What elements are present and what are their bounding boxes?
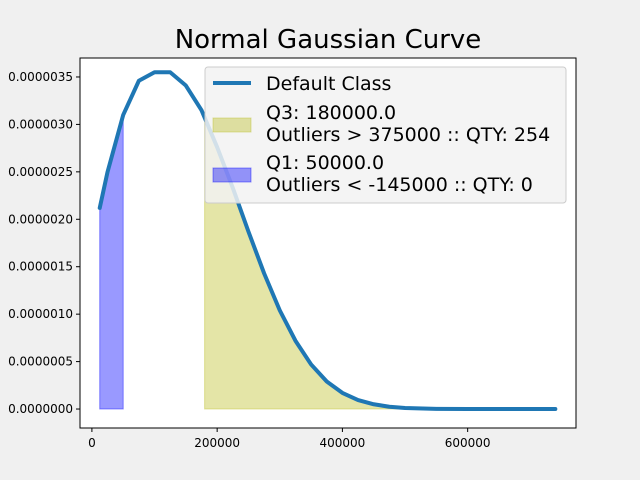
y-tick-label: 0.0000025 <box>8 165 73 179</box>
y-tick-label: 0.0000000 <box>8 402 73 416</box>
legend: Default Class Q3: 180000.0 Outliers > 3750… <box>204 66 567 204</box>
legend-label-1: Q3: 180000.0 Outliers > 375000 :: QTY: 25… <box>266 102 550 146</box>
legend-box <box>204 66 567 204</box>
series-line-default-class <box>97 70 558 412</box>
legend-label-2: Q1: 50000.0 Outliers < -145000 :: QTY: 0 <box>266 152 533 196</box>
x-axis: 0 200000 400000 600000 <box>88 428 491 450</box>
y-tick-label: 0.0000035 <box>8 70 73 84</box>
legend-swatch-1 <box>212 117 252 133</box>
chart-title: Normal Gaussian Curve <box>175 25 482 55</box>
y-tick-label: 0.0000005 <box>8 355 73 369</box>
y-tick-label: 0.0000020 <box>8 212 73 226</box>
legend-swatch-2 <box>212 167 252 183</box>
y-tick-label: 0.0000010 <box>8 307 73 321</box>
x-tick-label: 200000 <box>194 436 240 450</box>
x-tick-label: 600000 <box>445 436 491 450</box>
y-axis: 0.0000000 0.0000005 0.0000010 0.0000015 0.00… <box>8 70 80 416</box>
legend-label-default-class: Default Class <box>266 73 391 95</box>
x-tick-label: 400000 <box>319 436 365 450</box>
plot-frame <box>79 57 577 429</box>
y-tick-label: 0.0000015 <box>8 260 73 274</box>
curve-layer <box>97 70 558 412</box>
y-tick-label: 0.0000030 <box>8 117 73 131</box>
x-tick-label: 0 <box>88 436 96 450</box>
